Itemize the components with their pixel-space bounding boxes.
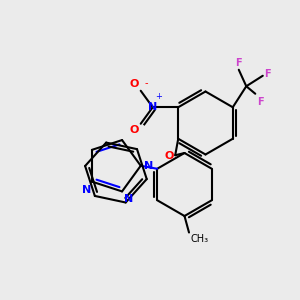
Text: N: N: [124, 194, 133, 204]
Text: N: N: [144, 161, 154, 171]
Text: +: +: [155, 92, 162, 101]
Text: F: F: [264, 69, 271, 79]
Text: O: O: [164, 151, 174, 161]
Text: O: O: [130, 79, 139, 89]
Text: CH₃: CH₃: [190, 234, 208, 244]
Text: F: F: [236, 58, 242, 68]
Text: N: N: [82, 184, 91, 195]
Text: F: F: [257, 97, 263, 107]
Text: O: O: [130, 125, 139, 135]
Text: -: -: [145, 78, 148, 88]
Text: N: N: [148, 102, 157, 112]
